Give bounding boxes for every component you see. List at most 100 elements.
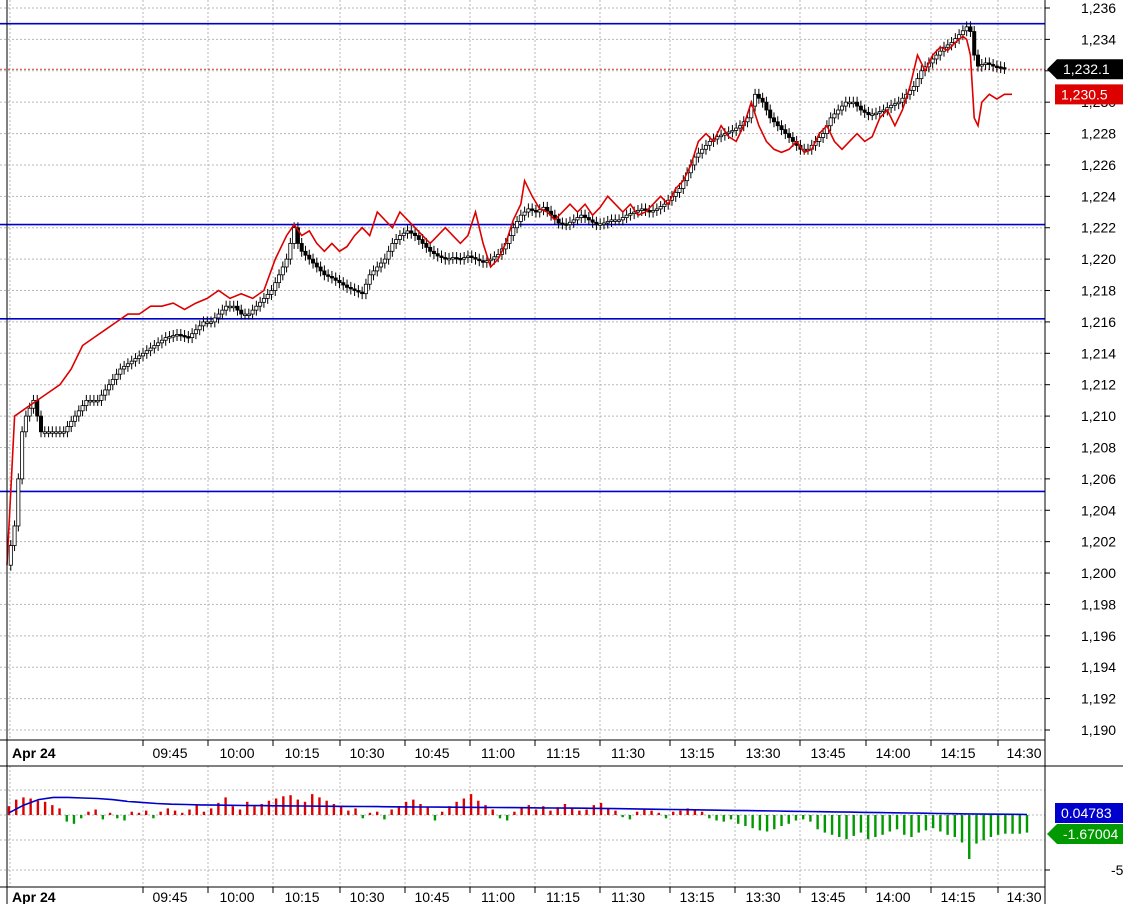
x-tick-label: 11:15 bbox=[546, 745, 580, 761]
histogram-bar bbox=[816, 815, 819, 830]
candle-body bbox=[61, 431, 66, 434]
histogram-bar bbox=[166, 808, 170, 815]
candle-body bbox=[394, 239, 399, 244]
histogram-bar bbox=[578, 810, 581, 815]
x-tick-label-hist: 13:45 bbox=[810, 889, 845, 904]
histogram-bar bbox=[22, 797, 25, 815]
candle-body bbox=[771, 117, 776, 123]
candle-body bbox=[227, 305, 232, 309]
x-tick-label: 10:30 bbox=[349, 745, 384, 761]
y-tick-label: 1,198 bbox=[1081, 596, 1116, 612]
histogram-bar bbox=[311, 794, 314, 815]
candle-body bbox=[469, 255, 474, 258]
histogram-bar bbox=[505, 815, 509, 821]
candle-body bbox=[994, 65, 999, 68]
histogram-bar bbox=[722, 815, 725, 822]
y-tick-label: 1,196 bbox=[1081, 628, 1116, 644]
histogram-bar bbox=[794, 815, 798, 821]
candle-body bbox=[889, 104, 894, 109]
candle-body bbox=[258, 301, 263, 307]
candle-body bbox=[382, 258, 387, 264]
histogram-bar bbox=[87, 811, 90, 815]
candle-body bbox=[371, 270, 376, 276]
candle-body bbox=[159, 339, 164, 344]
last-price-badge-label: 1,232.1 bbox=[1063, 61, 1110, 77]
histogram-bar bbox=[917, 815, 920, 833]
candle-body bbox=[114, 373, 119, 380]
candle-body bbox=[481, 260, 486, 263]
candle-body bbox=[911, 86, 916, 91]
histogram-bar bbox=[29, 798, 32, 815]
candle-body bbox=[530, 208, 535, 211]
candle-body bbox=[892, 103, 897, 106]
y-tick-label: 1,216 bbox=[1081, 314, 1116, 330]
candle-body bbox=[273, 282, 278, 291]
candle-body bbox=[239, 309, 244, 315]
histogram-bar bbox=[448, 806, 451, 815]
histogram-bar bbox=[383, 815, 386, 820]
candle-body bbox=[76, 410, 81, 417]
histogram-bar bbox=[325, 800, 328, 815]
candle-body bbox=[594, 221, 599, 225]
signal-value-badge: 0.04783 bbox=[1055, 803, 1123, 823]
histogram-bar bbox=[188, 809, 191, 815]
x-tick-label: 11:30 bbox=[611, 745, 645, 761]
candle-body bbox=[609, 219, 614, 222]
histogram-bar bbox=[368, 812, 372, 815]
candle-body bbox=[873, 112, 878, 116]
candle-body bbox=[832, 113, 837, 119]
y-tick-label: 1,236 bbox=[1081, 0, 1116, 16]
histogram-bar bbox=[397, 806, 401, 815]
x-tick-label-hist: 09:45 bbox=[152, 889, 187, 904]
x-tick-label-hist: 10:15 bbox=[284, 889, 319, 904]
histogram-value-badge-shape bbox=[1047, 824, 1123, 844]
histogram-bar bbox=[296, 799, 299, 815]
histogram-bar bbox=[866, 815, 870, 840]
candle-body bbox=[243, 313, 248, 316]
histogram-bar bbox=[498, 815, 502, 819]
candle-body bbox=[54, 431, 59, 434]
candle-body bbox=[280, 266, 285, 276]
histogram-bar bbox=[751, 815, 754, 829]
histogram-bar bbox=[260, 804, 263, 815]
candle-body bbox=[450, 257, 455, 260]
last-price-badge: 1,232.1 bbox=[1047, 59, 1123, 80]
y-tick-label: 1,206 bbox=[1081, 471, 1116, 487]
histogram-bar bbox=[693, 809, 697, 815]
histogram-bar bbox=[354, 808, 357, 815]
histogram-value-badge-label: -1.67004 bbox=[1063, 826, 1118, 842]
histogram-bar bbox=[931, 815, 935, 829]
x-tick-label-hist: 14:15 bbox=[940, 889, 975, 904]
candle-body bbox=[390, 243, 395, 252]
candle-body bbox=[182, 335, 187, 338]
x-tick-label-hist: 10:30 bbox=[349, 889, 384, 904]
candle-body bbox=[375, 266, 380, 272]
histogram-bar bbox=[657, 812, 660, 815]
support-resistance-lines bbox=[0, 22, 1045, 493]
candle-body bbox=[598, 223, 603, 226]
histogram-bar bbox=[332, 804, 336, 815]
histogram-bar bbox=[159, 811, 162, 815]
candle-body bbox=[975, 54, 980, 67]
histogram-bar bbox=[202, 811, 206, 815]
histogram-bar bbox=[404, 801, 408, 815]
histogram-bar bbox=[852, 815, 855, 836]
candle-body bbox=[896, 101, 901, 105]
moving-average-layer bbox=[6, 35, 1012, 566]
histogram-bar bbox=[924, 815, 928, 831]
histogram-bar bbox=[845, 815, 848, 840]
candle-body bbox=[628, 213, 633, 216]
candle-body bbox=[677, 188, 682, 193]
candle-body bbox=[212, 317, 217, 323]
candle-body bbox=[20, 431, 25, 480]
x-tick-label-hist: 11:00 bbox=[481, 889, 515, 904]
candle-body bbox=[23, 415, 28, 433]
histogram-bar bbox=[101, 815, 105, 820]
candle-body bbox=[167, 336, 172, 339]
histogram-bar bbox=[43, 801, 47, 815]
histogram-value-badge: -1.67004 bbox=[1047, 824, 1123, 844]
candle-body bbox=[507, 235, 512, 244]
signal-line bbox=[8, 796, 1028, 816]
x-tick-label: 09:45 bbox=[152, 745, 187, 761]
